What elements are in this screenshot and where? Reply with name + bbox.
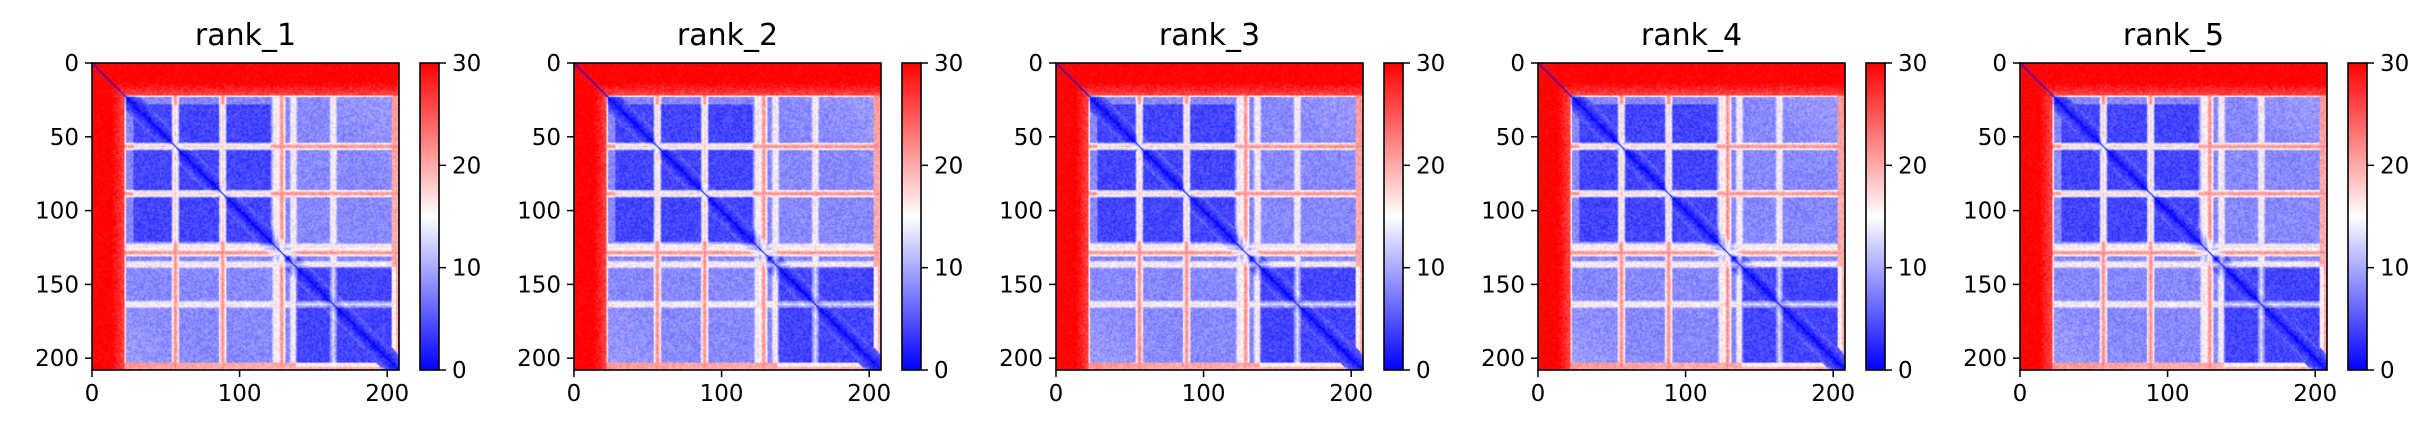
colorbar-tick-label: 30 [934,51,963,77]
y-tick-label: 100 [999,199,1043,225]
x-tick-label: 200 [365,381,409,407]
y-tick-label: 200 [1963,346,2007,372]
y-tick-label: 0 [1992,51,2007,77]
heatmap-frame [2019,62,2328,371]
colorbar-tick-label: 10 [452,256,481,282]
y-tick-label: 50 [1978,125,2007,151]
colorbar-tick-label: 30 [2380,51,2409,77]
x-tick-label: 0 [85,381,100,407]
y-tick-label: 150 [35,272,79,298]
x-tick-label: 100 [700,381,744,407]
colorbar-tick-label: 10 [1898,256,1927,282]
x-tick-label: 100 [1182,381,1226,407]
colorbar-frame [1865,62,1886,371]
panel-title: rank_3 [1159,18,1260,53]
colorbar-frame [2347,62,2368,371]
y-tick-label: 50 [50,125,79,151]
colorbar-tick-label: 20 [1416,153,1445,179]
x-tick-label: 100 [218,381,262,407]
colorbar: 0 10 20 30 [1383,51,1445,384]
y-tick-label: 0 [64,51,79,77]
x-tick-label: 100 [2146,381,2190,407]
x-tick-label: 100 [1664,381,1708,407]
x-tick-label: 0 [567,381,582,407]
panel-title: rank_2 [677,18,778,53]
heatmap-image [92,63,399,370]
y-tick-label: 50 [1014,125,1043,151]
y-tick-label: 200 [517,346,561,372]
colorbar-tick-label: 0 [934,358,949,384]
y-tick-label: 150 [1963,272,2007,298]
colorbar-tick-label: 20 [452,153,481,179]
colorbar-tick-label: 20 [934,153,963,179]
y-tick-label: 150 [999,272,1043,298]
y-tick-label: 0 [1510,51,1525,77]
y-tick-label: 100 [1963,199,2007,225]
panel-title: rank_1 [195,18,296,53]
panel-title: rank_4 [1641,18,1742,53]
heatmap-image [574,63,881,370]
heatmap-frame [573,62,882,371]
colorbar-gradient [420,63,439,370]
x-tick-label: 200 [1329,381,1373,407]
panel-title: rank_5 [2123,18,2224,53]
colorbar: 0 10 20 30 [1865,51,1927,384]
x-tick-label: 0 [2013,381,2028,407]
x-tick-label: 0 [1049,381,1064,407]
y-tick-label: 0 [546,51,561,77]
colorbar: 0 10 20 30 [901,51,963,384]
heatmap-frame [1537,62,1846,371]
heatmap-image [1056,63,1363,370]
colorbar-tick-label: 20 [1898,153,1927,179]
colorbar-tick-label: 20 [2380,153,2409,179]
colorbar-tick-label: 30 [1416,51,1445,77]
heatmap-image [2020,63,2327,370]
colorbar-tick-label: 0 [452,358,467,384]
y-tick-label: 200 [1481,346,1525,372]
x-tick-label: 0 [1531,381,1546,407]
colorbar: 0 10 20 30 [2347,51,2409,384]
colorbar-tick-label: 0 [1898,358,1913,384]
colorbar: 0 10 20 30 [419,51,481,384]
heatmap-frame [91,62,400,371]
colorbar-gradient [2348,63,2367,370]
colorbar-frame [901,62,922,371]
heatmap-frame [1055,62,1364,371]
y-tick-label: 50 [1496,125,1525,151]
colorbar-tick-label: 10 [2380,256,2409,282]
colorbar-gradient [902,63,921,370]
x-tick-label: 200 [1811,381,1855,407]
colorbar-gradient [1384,63,1403,370]
y-tick-label: 100 [35,199,79,225]
colorbar-tick-label: 10 [1416,256,1445,282]
y-tick-label: 100 [1481,199,1525,225]
y-tick-label: 50 [532,125,561,151]
colorbar-tick-label: 10 [934,256,963,282]
y-tick-label: 200 [999,346,1043,372]
colorbar-gradient [1866,63,1885,370]
colorbar-tick-label: 0 [2380,358,2395,384]
heatmap-image [1538,63,1845,370]
y-tick-label: 200 [35,346,79,372]
x-tick-label: 200 [847,381,891,407]
colorbar-tick-label: 30 [452,51,481,77]
y-tick-label: 150 [517,272,561,298]
colorbar-frame [1383,62,1404,371]
y-tick-label: 150 [1481,272,1525,298]
colorbar-frame [419,62,440,371]
colorbar-tick-label: 0 [1416,358,1431,384]
x-tick-label: 200 [2293,381,2337,407]
colorbar-tick-label: 30 [1898,51,1927,77]
y-tick-label: 100 [517,199,561,225]
y-tick-label: 0 [1028,51,1043,77]
